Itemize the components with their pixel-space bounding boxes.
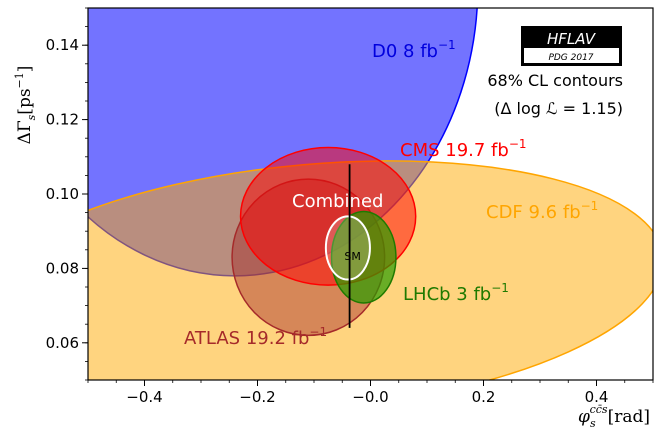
y-title-sub: s [25,114,38,120]
badge-bottom-text: PDG 2017 [548,53,593,63]
y-tick-label: 0.10 [46,185,79,203]
legend-line2: (Δ log ℒ = 1.15) [494,99,623,118]
x-axis-title: φscc̄s[rad] [578,403,650,430]
x-tick-label: 0.2 [472,388,496,406]
y-tick-label: 0.06 [46,334,79,352]
series-labels: D0 8 fb−1 CDF 9.6 fb−1 ATLAS 19.2 fb−1 CMS … [184,38,598,349]
badge-top-text: HFLAV [547,30,597,48]
legend-line1: 68% CL contours [487,71,623,90]
x-tick-label: −0.2 [239,388,275,406]
y-tick-label: 0.12 [46,111,79,129]
label-cms: CMS 19.7 fb−1 [400,137,527,161]
label-lhcb: LHCb 3 fb−1 [403,281,509,305]
x-tick-label: −0.0 [352,388,388,406]
y-title-unit: [ps [15,88,35,114]
axis-ticks: −0.4 −0.2 −0.0 0.2 0.4 0.06 0.08 0.10 0.12 0.14 [46,7,654,406]
sm-label: SM [344,250,360,263]
x-title-sub: s [590,417,596,430]
x-title-unit: [rad] [608,407,650,427]
y-axis-title: ΔΓs[ps−1] [13,66,38,145]
label-atlas: ATLAS 19.2 fb−1 [184,325,327,349]
x-title-main: φ [578,407,590,427]
y-title-main: ΔΓ [15,120,35,144]
y-tick-label: 0.14 [46,36,79,54]
sm-layer: SM [344,164,361,328]
y-title-unit-close: ] [15,66,35,73]
label-combined: Combined [292,191,383,212]
label-cdf: CDF 9.6 fb−1 [486,199,598,223]
label-d0: D0 8 fb−1 [372,38,456,62]
x-title-sup: cc̄s [590,403,608,416]
contour-combined [324,215,371,281]
y-tick-label: 0.08 [46,259,79,277]
y-title-unit-sup: −1 [13,72,26,88]
hflav-badge: HFLAV PDG 2017 [521,26,622,66]
x-tick-label: −0.4 [126,388,162,406]
x-tick-label: 0.4 [585,388,609,406]
